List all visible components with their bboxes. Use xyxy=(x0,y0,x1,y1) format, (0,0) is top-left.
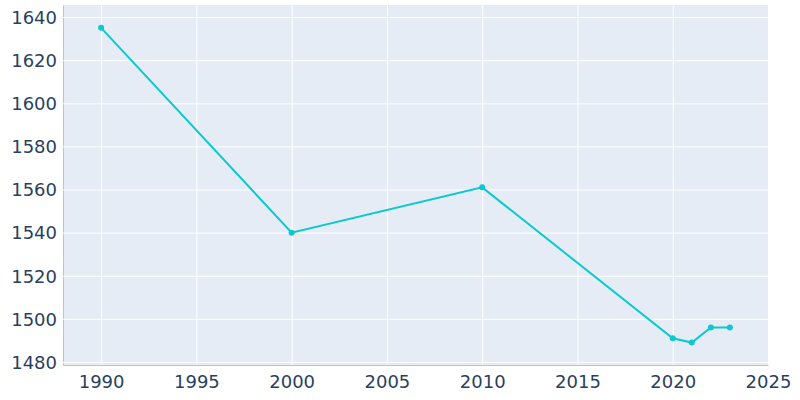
x-tick-label: 2020 xyxy=(650,371,696,392)
y-tick: 1520 xyxy=(11,266,768,287)
y-grid-line xyxy=(63,103,768,104)
point xyxy=(479,184,485,190)
y-grid-line xyxy=(63,276,768,277)
x-grid-line xyxy=(673,5,674,365)
x-tick: 2005 xyxy=(365,5,411,392)
x-tick: 2025 xyxy=(746,5,792,392)
point xyxy=(289,230,295,236)
y-tick: 1500 xyxy=(11,309,768,330)
point xyxy=(708,324,714,330)
x-tick-label: 2015 xyxy=(555,371,601,392)
x-tick: 1995 xyxy=(174,5,220,392)
y-tick: 1580 xyxy=(11,136,768,157)
y-tick-label: 1600 xyxy=(11,93,57,114)
plot: 1990 1995 2000 2005 2010 2015 2020 2025 1480 1500… xyxy=(11,5,791,392)
x-tick: 2020 xyxy=(650,5,696,392)
point xyxy=(689,340,695,346)
y-grid-line xyxy=(63,190,768,191)
y-tick: 1480 xyxy=(11,352,768,373)
point xyxy=(670,335,676,341)
x-tick: 1990 xyxy=(79,5,125,392)
x-grid-line xyxy=(768,5,769,365)
x-grid-line xyxy=(292,5,293,365)
y-tick-label: 1540 xyxy=(11,222,57,243)
x-axis-line xyxy=(64,365,769,366)
y-grid-line xyxy=(63,146,768,147)
chart: 1990 1995 2000 2005 2010 2015 2020 2025 1480 1500… xyxy=(0,0,800,400)
x-tick-label: 2025 xyxy=(746,371,792,392)
x-tick-label: 2010 xyxy=(460,371,506,392)
y-tick-label: 1520 xyxy=(11,266,57,287)
plot-background xyxy=(63,5,768,365)
y-grid-line xyxy=(63,233,768,234)
y-grid-line xyxy=(63,362,768,363)
y-axis: 1480 1500 1520 1540 1560 1580 1600 1620 1640 xyxy=(11,6,768,373)
y-tick: 1560 xyxy=(11,179,768,200)
y-tick-label: 1620 xyxy=(11,50,57,71)
y-tick-label: 1560 xyxy=(11,179,57,200)
x-tick: 2000 xyxy=(269,5,315,392)
y-axis-line xyxy=(63,6,64,366)
y-grid-line xyxy=(63,60,768,61)
point xyxy=(98,25,104,31)
series xyxy=(98,25,733,346)
x-tick-label: 2000 xyxy=(269,371,315,392)
y-tick-label: 1480 xyxy=(11,352,57,373)
y-tick: 1600 xyxy=(11,93,768,114)
y-grid-line xyxy=(63,17,768,18)
x-grid-line xyxy=(387,5,388,365)
line xyxy=(101,28,730,343)
x-grid-line xyxy=(577,5,578,365)
y-tick: 1540 xyxy=(11,222,768,243)
x-tick: 2010 xyxy=(460,5,506,392)
x-axis: 1990 1995 2000 2005 2010 2015 2020 2025 xyxy=(64,5,792,392)
y-tick: 1640 xyxy=(11,7,768,28)
x-tick: 2015 xyxy=(555,5,601,392)
y-tick-label: 1640 xyxy=(11,7,57,28)
x-grid-line xyxy=(101,5,102,365)
y-tick-label: 1580 xyxy=(11,136,57,157)
y-grid-line xyxy=(63,319,768,320)
x-tick-label: 2005 xyxy=(365,371,411,392)
point xyxy=(727,324,733,330)
x-grid-line xyxy=(196,5,197,365)
y-tick-label: 1500 xyxy=(11,309,57,330)
x-tick-label: 1995 xyxy=(174,371,220,392)
x-tick-label: 1990 xyxy=(79,371,125,392)
